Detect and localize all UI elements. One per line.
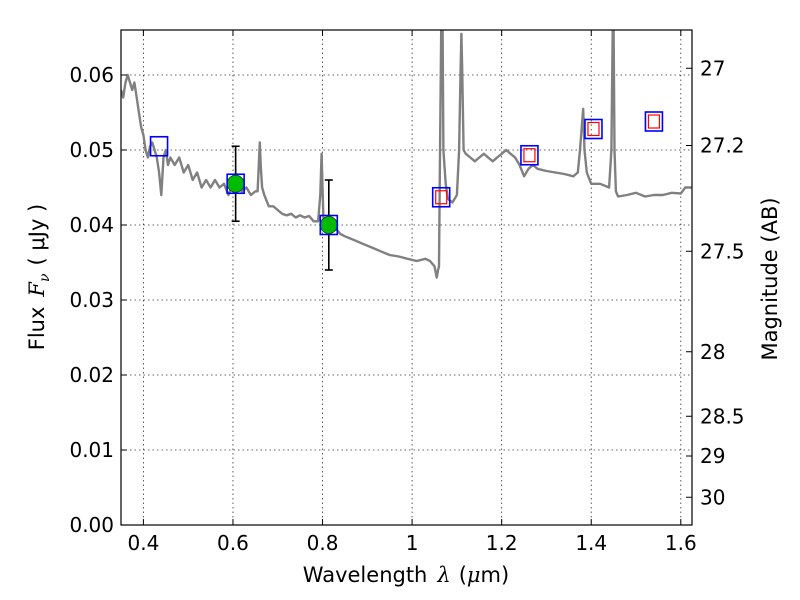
model-square (584, 118, 603, 140)
x-tick-label: 1.6 (665, 531, 697, 555)
model-square-inner (647, 114, 661, 129)
y-tick-label: 0.01 (69, 438, 114, 462)
model-square (319, 214, 339, 236)
x-tick-label: 1.2 (486, 531, 518, 555)
data-point (319, 216, 338, 234)
right-tick-label: 30 (700, 485, 725, 509)
x-tick-label: 0.8 (307, 531, 339, 555)
model-square-inner (523, 148, 536, 163)
y-tick-label: 0.03 (69, 288, 114, 312)
markers (149, 111, 664, 271)
right-tick-label: 27.5 (700, 239, 745, 263)
model-square (431, 186, 451, 208)
plot-area (121, 30, 692, 279)
model-square (226, 173, 245, 195)
x-axis-label: Wavelength λ (μm) (303, 563, 509, 587)
right-tick-label: 28.5 (700, 404, 745, 428)
right-tick-label: 27 (700, 56, 725, 80)
model-square-inner (587, 121, 600, 137)
plot-background (121, 30, 692, 525)
y-tick-label: 0.02 (69, 363, 114, 387)
model-square (520, 144, 539, 166)
plot-frame (120, 29, 693, 526)
x-tick-label: 1 (406, 531, 419, 555)
x-tick-label: 0.6 (217, 531, 249, 555)
right-tick-label: 27.2 (700, 134, 745, 158)
data-point (226, 174, 245, 193)
y-tick-label: 0.06 (69, 63, 114, 87)
sed-line (121, 30, 692, 279)
x-tick-label: 1.4 (575, 531, 607, 555)
y-tick-label: 0.00 (69, 513, 114, 537)
right-axis-label: Magnitude (AB) (758, 197, 782, 360)
ticks: 0.4 0.6 0.8 1 1.2 1.4 1.6 0.00 0.01 0.02 0.03 0.04 0… (69, 30, 745, 555)
right-tick-label: 29 (700, 444, 725, 468)
grid (121, 30, 692, 525)
y-tick-label: 0.05 (69, 138, 114, 162)
model-square-inner (435, 190, 448, 205)
y-tick-label: 0.04 (69, 213, 114, 237)
model-square (644, 111, 664, 132)
right-tick-label: 28 (700, 340, 725, 364)
x-tick-label: 0.4 (127, 531, 159, 555)
model-square (149, 135, 169, 157)
y-axis-label: FluxFν( μJy ) (25, 204, 53, 350)
